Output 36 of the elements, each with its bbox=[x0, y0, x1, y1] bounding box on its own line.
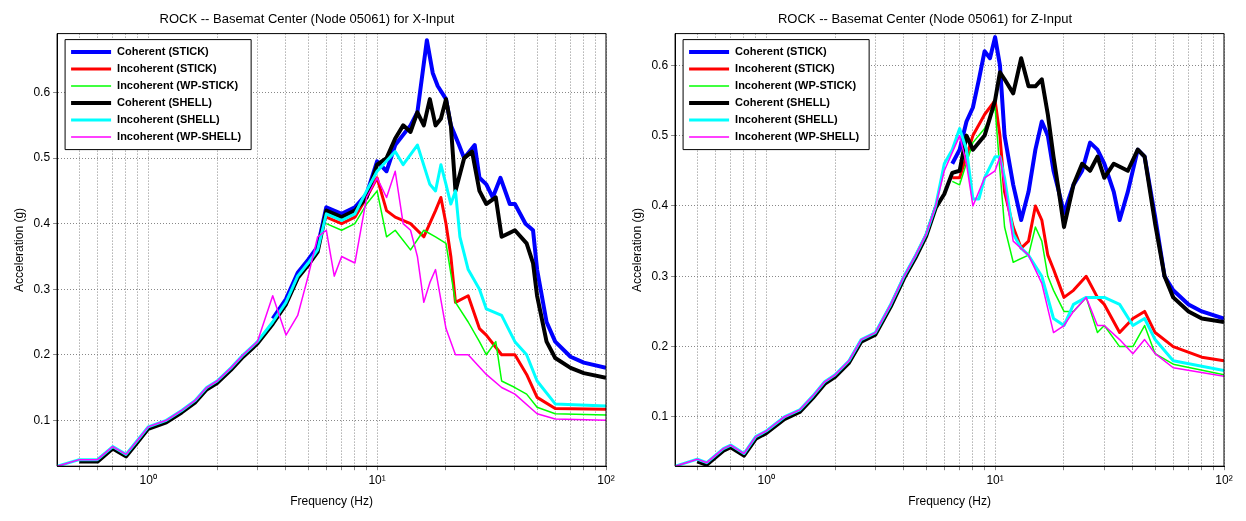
y-tick-label: 0.1 bbox=[651, 409, 669, 424]
y-tick-label: 0.4 bbox=[651, 198, 669, 213]
y-tick-label: 0.2 bbox=[33, 347, 51, 362]
legend-label: Incoherent (WP-STICK) bbox=[735, 79, 857, 92]
x-tick-label: 10² bbox=[1215, 472, 1233, 487]
x-tick-label: 10¹ bbox=[368, 472, 386, 487]
legend-label: Incoherent (SHELL) bbox=[117, 113, 221, 126]
chart-title: ROCK -- Basemat Center (Node 05061) for Z-Input bbox=[777, 11, 1073, 27]
legend-label: Incoherent (WP-SHELL) bbox=[117, 130, 242, 143]
y-tick-label: 0.3 bbox=[33, 281, 51, 296]
x-tick-label: 10¹ bbox=[986, 472, 1004, 487]
legend-label: Coherent (STICK) bbox=[117, 45, 210, 58]
y-axis-title: Acceleration (g) bbox=[11, 207, 26, 292]
y-tick-label: 0.6 bbox=[651, 57, 669, 72]
y-tick-label: 0.5 bbox=[651, 127, 669, 142]
x-axis-title: Frequency (Hz) bbox=[908, 494, 991, 509]
y-tick-label: 0.5 bbox=[33, 150, 51, 165]
legend-label: Incoherent (STICK) bbox=[735, 62, 836, 75]
y-tick-label: 0.6 bbox=[33, 84, 51, 99]
legend-label: Coherent (SHELL) bbox=[735, 96, 831, 109]
y-tick-label: 0.4 bbox=[33, 215, 51, 230]
legend-label: Coherent (SHELL) bbox=[117, 96, 213, 109]
x-tick-label: 10⁰ bbox=[757, 472, 775, 487]
x-tick-label: 10⁰ bbox=[139, 472, 157, 487]
legend-label: Coherent (STICK) bbox=[735, 45, 828, 58]
y-axis-title: Acceleration (g) bbox=[629, 207, 644, 292]
x-axis-title: Frequency (Hz) bbox=[290, 494, 373, 509]
y-tick-label: 0.2 bbox=[651, 338, 669, 353]
legend-label: Incoherent (WP-STICK) bbox=[117, 79, 239, 92]
legend-label: Incoherent (SHELL) bbox=[735, 113, 839, 126]
x-tick-label: 10² bbox=[597, 472, 615, 487]
legend-label: Incoherent (STICK) bbox=[117, 62, 218, 75]
y-tick-label: 0.1 bbox=[33, 412, 51, 427]
legend-label: Incoherent (WP-SHELL) bbox=[735, 130, 860, 143]
chart-title: ROCK -- Basemat Center (Node 05061) for X-Input bbox=[159, 11, 455, 27]
y-tick-label: 0.3 bbox=[651, 268, 669, 283]
